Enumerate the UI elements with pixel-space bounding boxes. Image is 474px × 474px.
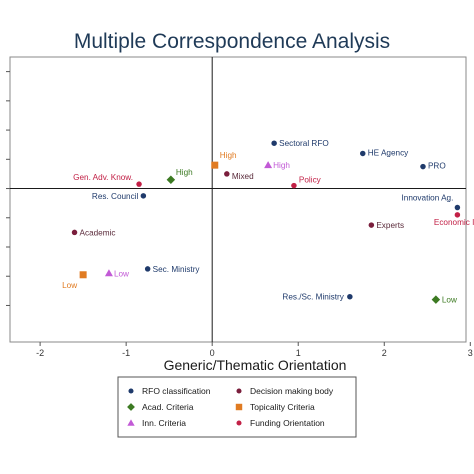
plot-frame bbox=[9, 56, 467, 343]
legend: RFO classification Decision making body Ac… bbox=[117, 376, 357, 438]
data-point bbox=[211, 161, 219, 169]
legend-marker bbox=[236, 388, 242, 394]
legend-item: Acad. Criteria bbox=[127, 402, 194, 412]
data-point bbox=[140, 193, 147, 199]
legend-item: Inn. Criteria bbox=[127, 418, 186, 428]
data-point bbox=[431, 295, 441, 304]
series-acad-criteria: High Low bbox=[166, 168, 457, 305]
data-point-label: Sec. Ministry bbox=[153, 265, 201, 274]
data-point-label: Mixed bbox=[232, 172, 254, 181]
data-point-label: Res./Sc. Ministry bbox=[282, 293, 344, 302]
data-point-label: Experts bbox=[376, 221, 404, 230]
data-point bbox=[368, 222, 375, 228]
data-point-label: Gen. Adv. Know. bbox=[73, 173, 133, 182]
x-tick-label: -2 bbox=[36, 348, 44, 358]
legend-label: Acad. Criteria bbox=[142, 402, 194, 412]
legend-marker bbox=[128, 388, 134, 394]
data-point bbox=[144, 266, 151, 272]
x-tick-label: 1 bbox=[296, 348, 301, 358]
legend-item: Decision making body bbox=[236, 386, 334, 396]
plot-area: -2 -1 0 1 2 3 Sectoral RFO HE Agency PRO Res. Cou… bbox=[6, 56, 474, 358]
data-point bbox=[104, 269, 113, 277]
data-point bbox=[347, 293, 353, 300]
legend-label: Funding Orientation bbox=[250, 418, 325, 428]
data-point bbox=[264, 161, 273, 169]
data-point-label: Economic In bbox=[434, 218, 474, 227]
data-point-label: Academic bbox=[80, 228, 116, 237]
data-point-label: High bbox=[220, 151, 237, 160]
x-tick-label: 2 bbox=[382, 348, 387, 358]
data-point-label: Res. Council bbox=[92, 192, 139, 201]
data-point-label: HE Agency bbox=[368, 148, 409, 157]
x-tick-label: 3 bbox=[468, 348, 473, 358]
data-point-label: High bbox=[176, 168, 193, 177]
data-point-label: Policy bbox=[299, 176, 322, 185]
legend-label: Decision making body bbox=[250, 386, 334, 396]
chart-title: Multiple Correspondence Analysis bbox=[74, 30, 390, 53]
data-point bbox=[224, 171, 230, 177]
legend-item: RFO classification bbox=[128, 386, 211, 396]
data-point bbox=[271, 140, 277, 146]
legend-marker bbox=[127, 419, 135, 426]
x-tick-label: -1 bbox=[122, 348, 130, 358]
data-point bbox=[136, 181, 142, 187]
data-point bbox=[166, 175, 176, 185]
data-point-label: Innovation Ag. bbox=[401, 194, 453, 203]
data-point-label: Low bbox=[62, 281, 77, 290]
data-point-label: Low bbox=[442, 296, 457, 305]
data-point-label: PRO bbox=[428, 162, 446, 171]
legend-label: RFO classification bbox=[142, 386, 211, 396]
series-rfo-classification: Sectoral RFO HE Agency PRO Res. Council Inno… bbox=[92, 139, 461, 302]
legend-marker bbox=[236, 420, 242, 426]
data-point-label: Low bbox=[114, 269, 129, 278]
legend-label: Inn. Criteria bbox=[142, 418, 186, 428]
legend-label: Topicality Criteria bbox=[250, 402, 315, 412]
data-point-label: High bbox=[273, 161, 290, 170]
data-point bbox=[79, 271, 87, 279]
data-point bbox=[291, 182, 297, 189]
data-point bbox=[454, 212, 461, 218]
series-inn-criteria: High Low bbox=[104, 161, 290, 278]
series-topicality-criteria: High Low bbox=[62, 151, 237, 290]
legend-marker bbox=[235, 403, 243, 411]
data-point bbox=[454, 204, 461, 211]
legend-marker bbox=[127, 403, 135, 411]
x-tick-label: 0 bbox=[210, 348, 215, 358]
data-point bbox=[420, 163, 426, 170]
data-point-label: Sectoral RFO bbox=[279, 139, 329, 148]
legend-item: Topicality Criteria bbox=[235, 402, 315, 412]
data-point bbox=[360, 150, 366, 157]
x-axis-label: Generic/Thematic Orientation bbox=[164, 357, 347, 373]
series-decision-making-body: Mixed Academic Experts bbox=[71, 171, 404, 237]
series-funding-orientation: Gen. Adv. Know. Policy Economic In bbox=[73, 173, 474, 227]
data-point bbox=[71, 229, 78, 236]
legend-item: Funding Orientation bbox=[236, 418, 325, 428]
